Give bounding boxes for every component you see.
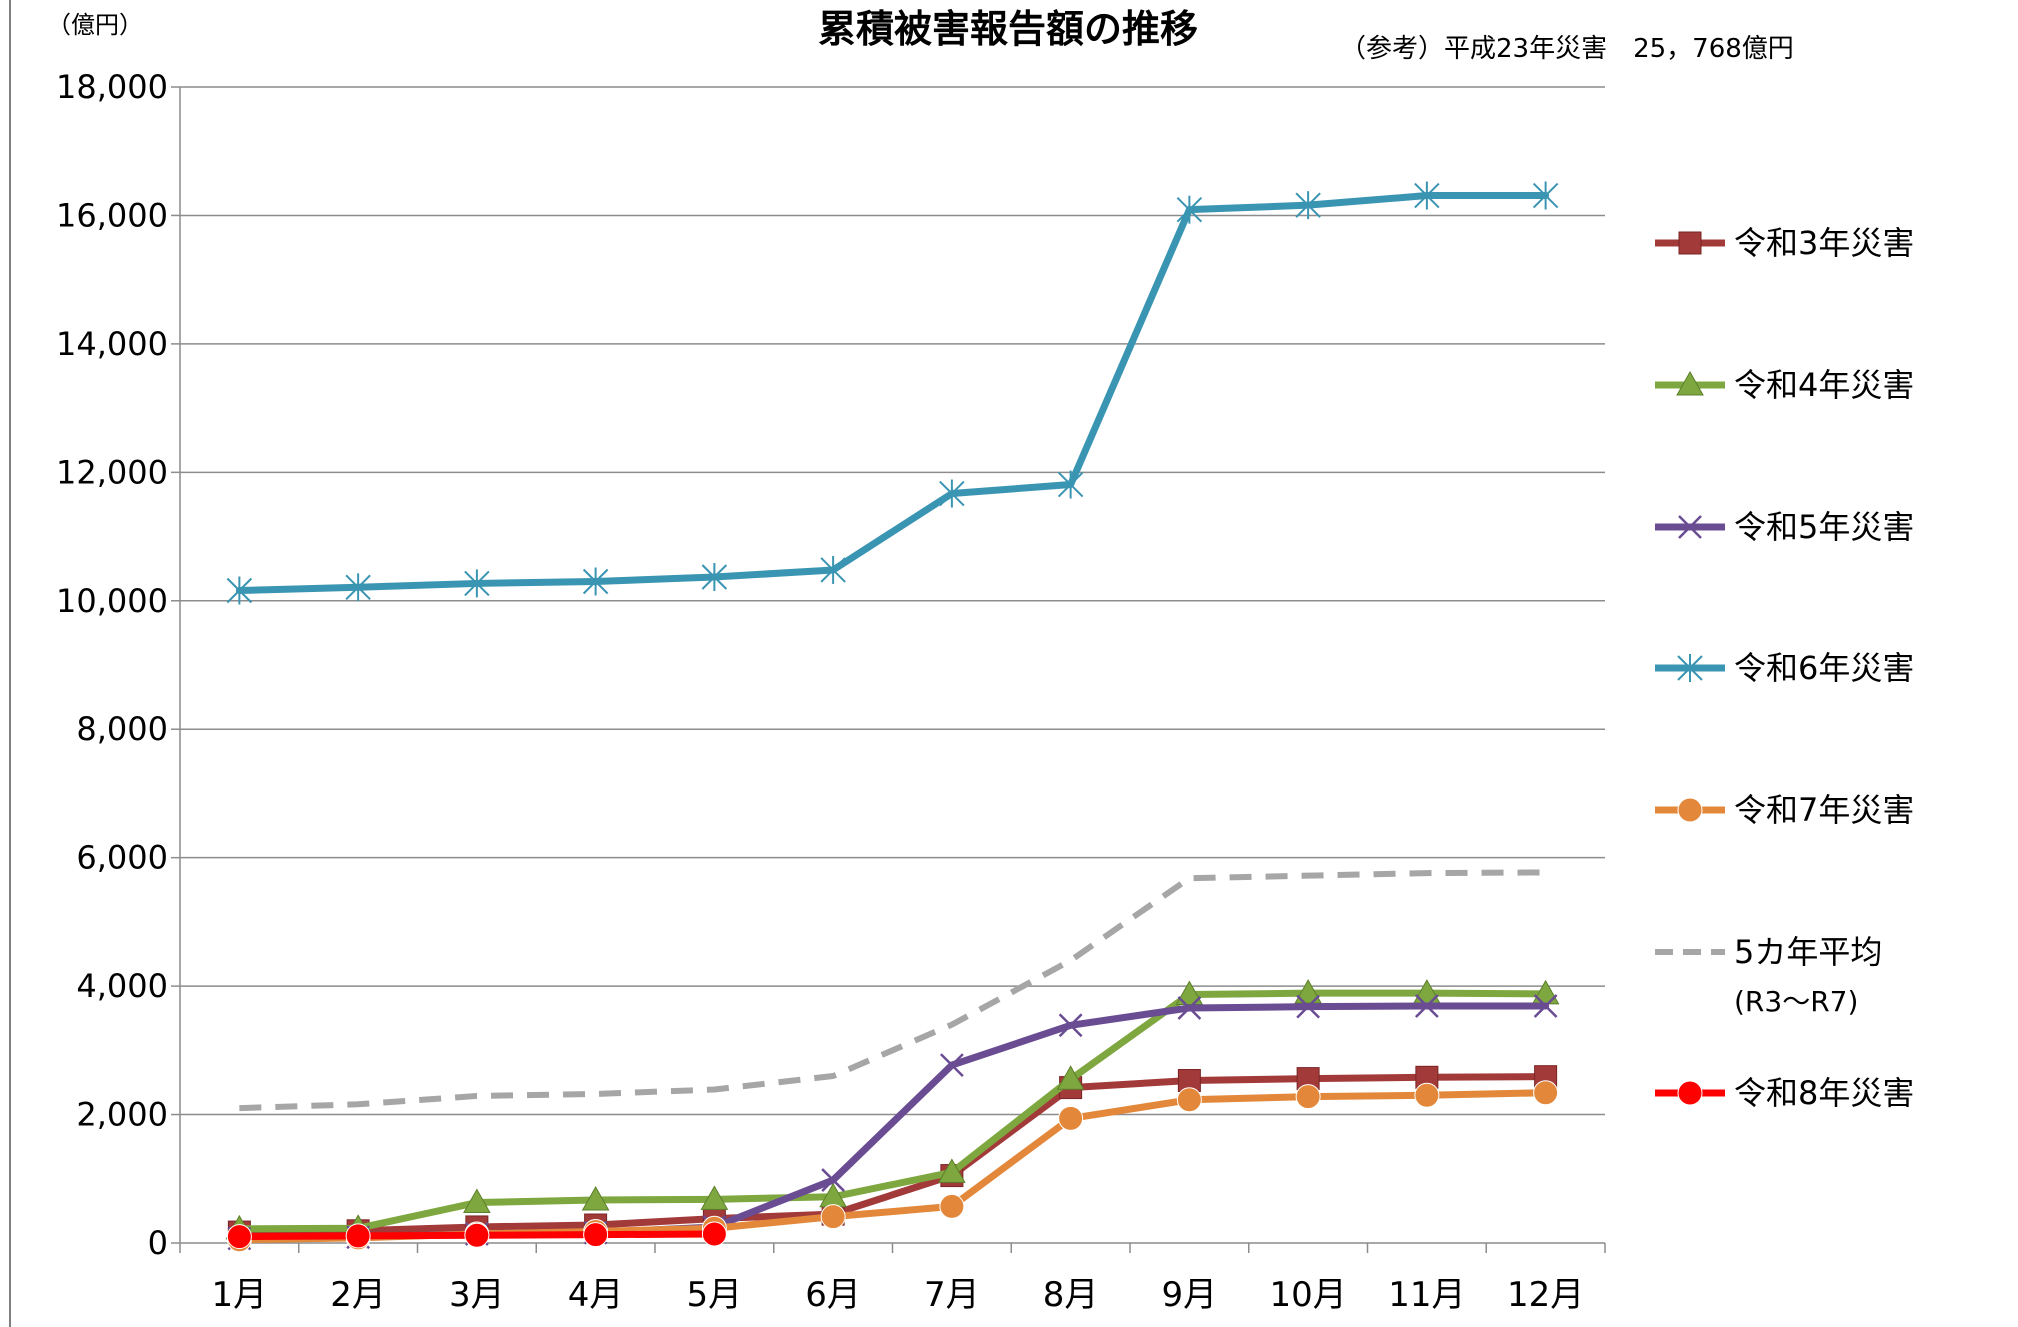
y-tick-label: 18,000 — [56, 68, 168, 106]
x-tick-label: 2月 — [330, 1275, 386, 1315]
data-point — [1176, 1087, 1202, 1113]
data-point — [345, 1223, 371, 1249]
data-point — [1058, 1013, 1083, 1038]
data-point — [820, 555, 846, 584]
data-point — [226, 576, 253, 605]
data-point — [463, 1188, 491, 1214]
data-point — [701, 1221, 727, 1247]
data-point — [700, 1185, 729, 1210]
y-tick-label: 14,000 — [56, 325, 168, 363]
legend-label: 5カ年平均 — [1734, 933, 1882, 971]
legend-label: 令和4年災害 — [1734, 366, 1914, 404]
legend-label: 令和5年災害 — [1734, 508, 1914, 546]
series-avg — [239, 869, 1546, 1112]
data-point — [1056, 1065, 1085, 1090]
y-axis-ticks: 0 2,000 4,000 6,000 8,000 10,000 12,000 14,000 1… — [56, 68, 180, 1262]
legend-item-r4: 令和4年災害 — [1655, 366, 1914, 404]
legend-marker — [1678, 515, 1702, 539]
legend-marker — [1677, 797, 1703, 823]
data-point — [939, 1193, 965, 1219]
frame-left-border — [9, 0, 11, 1327]
x-tick-label: 11月 — [1388, 1275, 1465, 1315]
x-tick-label: 4月 — [568, 1275, 624, 1315]
legend-marker — [1677, 1080, 1703, 1106]
series-r6 — [226, 181, 1559, 605]
y-tick-label: 12,000 — [56, 453, 168, 491]
legend-label: 令和3年災害 — [1734, 224, 1914, 262]
series-r4 — [225, 979, 1560, 1240]
series-r8 — [226, 1221, 727, 1250]
legend-marker — [1677, 654, 1703, 682]
x-tick-label: 8月 — [1043, 1275, 1099, 1315]
legend-label: 令和6年災害 — [1734, 649, 1914, 687]
data-point — [464, 569, 490, 598]
data-point — [1533, 994, 1558, 1018]
data-point — [820, 1204, 846, 1230]
x-tick-label: 6月 — [805, 1275, 861, 1315]
data-point — [1057, 470, 1084, 499]
y-tick-label: 2,000 — [76, 1096, 168, 1134]
chart-title: 累積被害報告額の推移 — [818, 7, 1198, 51]
legend-label: 令和7年災害 — [1734, 791, 1914, 829]
y-tick-label: 10,000 — [56, 582, 168, 620]
data-point — [581, 1185, 610, 1211]
legend-item-r6: 令和6年災害 — [1655, 649, 1914, 687]
data-point — [939, 1053, 964, 1077]
y-tick-label: 4,000 — [76, 967, 168, 1005]
axes — [179, 87, 1605, 1244]
legend-item-r5: 令和5年災害 — [1655, 508, 1914, 546]
data-point — [1532, 181, 1559, 210]
x-tick-label: 10月 — [1269, 1275, 1346, 1315]
data-point — [821, 1168, 846, 1192]
legend-item-r3: 令和3年災害 — [1655, 224, 1914, 262]
x-tick-label: 5月 — [687, 1275, 743, 1315]
data-point — [1058, 1105, 1084, 1131]
data-point — [1414, 181, 1440, 210]
data-point — [1295, 1084, 1321, 1110]
data-point — [938, 1158, 966, 1183]
y-tick-label: 0 — [148, 1224, 168, 1262]
data-point — [1177, 996, 1202, 1020]
series-line — [235, 192, 1550, 595]
y-unit-label: （億円） — [47, 11, 143, 39]
series-line — [235, 1002, 1550, 1243]
x-tick-label: 1月 — [212, 1275, 268, 1315]
y-tick-label: 6,000 — [76, 839, 168, 877]
legend-item-avg: 5カ年平均 (R3～R7) — [1655, 933, 1882, 1018]
data-point — [226, 1224, 252, 1250]
legend-item-r8: 令和8年災害 — [1655, 1074, 1914, 1112]
data-point — [1176, 195, 1203, 224]
data-point — [1414, 1082, 1440, 1108]
legend-item-r7: 令和7年災害 — [1655, 791, 1914, 829]
legend-label-sub: (R3～R7) — [1734, 985, 1858, 1018]
x-tick-label: 12月 — [1507, 1275, 1584, 1315]
x-tick-label: 3月 — [449, 1275, 505, 1315]
series-line — [235, 1073, 1550, 1236]
x-axis-ticks: 1月 2月 3月 4月 5月 6月 7月 8月 9月 10月 11月 12月 — [179, 1243, 1606, 1315]
legend-label: 令和8年災害 — [1734, 1074, 1914, 1112]
series-line — [239, 869, 1546, 1112]
series-layer — [225, 181, 1560, 1253]
data-point — [939, 479, 965, 508]
x-tick-label: 9月 — [1162, 1275, 1218, 1315]
x-tick-label: 7月 — [924, 1275, 980, 1315]
series-line — [235, 989, 1550, 1233]
data-point — [1296, 994, 1321, 1019]
data-point — [1295, 191, 1321, 220]
data-point — [701, 563, 728, 592]
legend-marker — [1678, 231, 1702, 255]
grid-lines — [180, 86, 1605, 1116]
y-tick-label: 8,000 — [76, 710, 168, 748]
y-tick-label: 16,000 — [56, 196, 168, 234]
data-point — [345, 573, 371, 602]
data-point — [464, 1222, 490, 1248]
legend-marker — [1676, 370, 1704, 396]
data-point — [1414, 994, 1439, 1018]
data-point — [1533, 1080, 1559, 1106]
data-point — [583, 1222, 609, 1248]
reference-note: （参考）平成23年災害 25，768億円 — [1340, 34, 1794, 64]
data-point — [582, 567, 609, 596]
